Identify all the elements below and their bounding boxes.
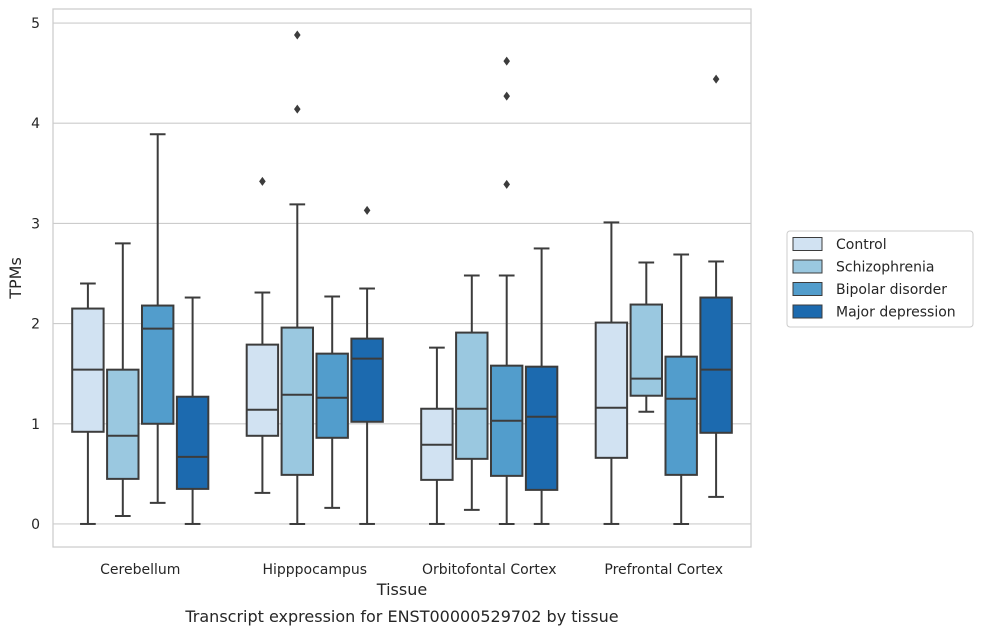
legend-swatch (792, 282, 823, 296)
box-2-2 (489, 56, 524, 525)
x-tick-label: Cerebellum (100, 562, 180, 578)
x-tick-label: Hipppocampus (262, 562, 367, 578)
legend-label: Bipolar disorder (836, 282, 947, 298)
box-body (455, 331, 489, 460)
box-body (664, 355, 698, 476)
legend-label: Major depression (836, 305, 956, 321)
box-1-2 (315, 295, 349, 509)
y-tick-label: 0 (31, 517, 40, 533)
box-3-3 (699, 74, 733, 498)
outlier-point (294, 104, 301, 114)
box-body (175, 395, 210, 490)
legend-swatch (792, 304, 823, 319)
y-tick-labels: 0 1 2 3 4 5 (31, 16, 40, 533)
box-2-0 (420, 346, 454, 525)
boxes-layer (71, 30, 733, 525)
y-tick-label: 2 (31, 317, 40, 333)
box-body (629, 303, 664, 397)
box-2-3 (524, 247, 559, 525)
legend-swatch (792, 259, 823, 274)
y-axis-label: TPMs (6, 257, 25, 300)
outlier-point (259, 176, 266, 186)
box-3-0 (594, 221, 629, 525)
legend-label: Schizophrenia (836, 260, 934, 276)
box-3-2 (664, 253, 698, 525)
box-2-1 (455, 274, 489, 511)
box-body (280, 326, 315, 476)
box-1-0 (245, 176, 280, 494)
box-0-1 (106, 242, 140, 517)
outlier-point (363, 205, 371, 215)
legend-label: Control (836, 237, 887, 253)
box-body (245, 343, 280, 437)
outlier-point (503, 56, 510, 66)
box-body (140, 304, 175, 425)
outlier-point (294, 30, 301, 40)
outlier-point (503, 91, 510, 101)
box-body (594, 321, 629, 459)
plot-background (53, 9, 751, 547)
plot-frame (52, 8, 752, 548)
box-body (315, 352, 349, 439)
y-tick-label: 4 (31, 116, 40, 132)
x-tick-labels: Cerebellum Hipppocampus Orbitofontal Corte… (100, 562, 723, 578)
outlier-point (712, 74, 720, 84)
y-tick-label: 5 (31, 16, 40, 32)
legend: Control Schizophrenia Bipolar disorder Majo… (786, 230, 974, 328)
legend-swatch (792, 237, 823, 251)
x-axis-label: Tissue (376, 580, 427, 599)
x-tick-label: Prefrontal Cortex (604, 562, 723, 578)
x-tick-label: Orbitofontal Cortex (422, 562, 557, 578)
box-body (699, 296, 733, 434)
box-body (106, 368, 140, 480)
box-0-2 (140, 133, 175, 504)
outlier-point (503, 179, 510, 189)
legend-frame (786, 230, 974, 328)
y-tick-label: 3 (31, 216, 40, 232)
box-0-3 (175, 296, 210, 525)
box-3-1 (629, 261, 664, 413)
y-tick-label: 1 (31, 417, 40, 433)
box-1-1 (280, 30, 315, 525)
box-body (524, 365, 559, 491)
chart-caption: Transcript expression for ENST0000052970… (184, 607, 618, 626)
box-body (350, 337, 384, 423)
box-0-0 (71, 282, 105, 525)
box-1-3 (350, 205, 384, 525)
